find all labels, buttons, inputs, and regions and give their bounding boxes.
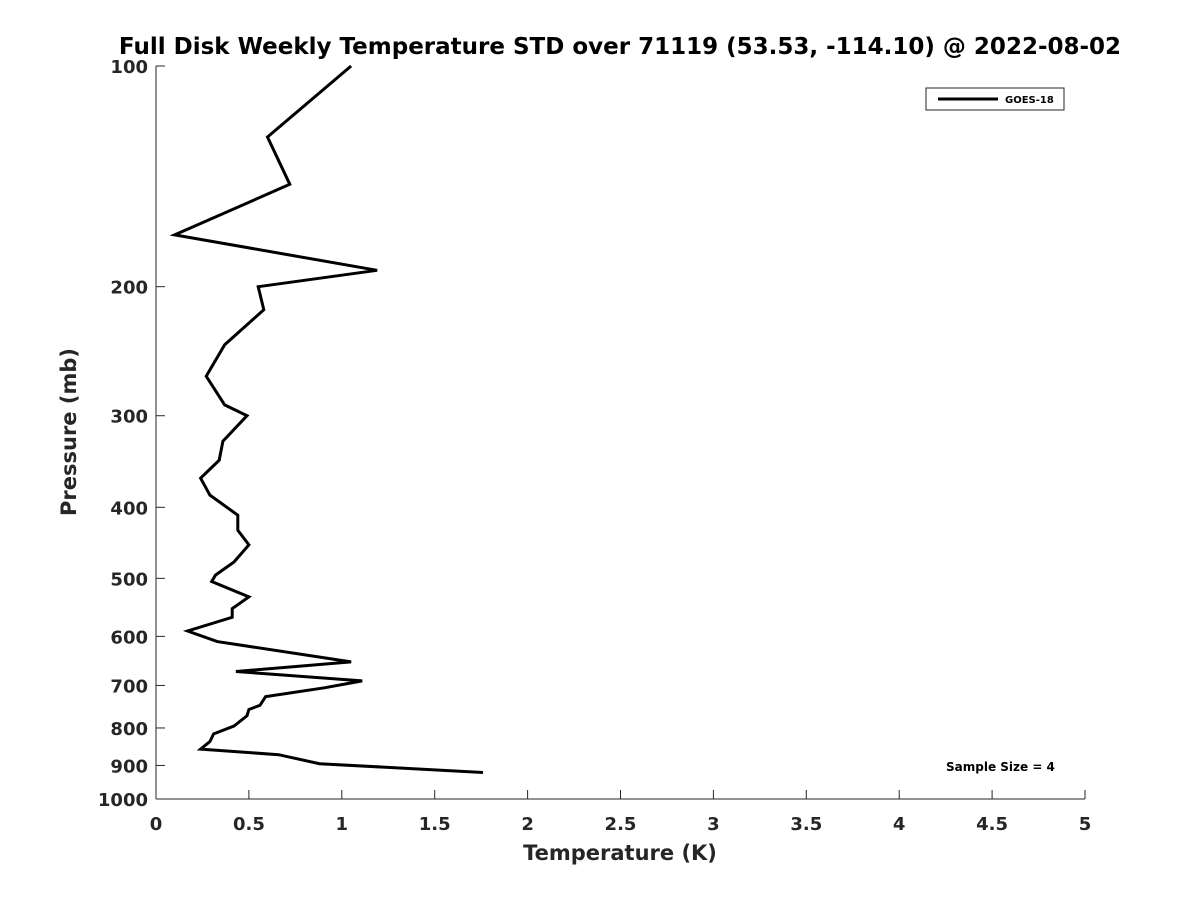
chart-title: Full Disk Weekly Temperature STD over 71…	[119, 34, 1121, 60]
x-tick-label: 0.5	[233, 814, 265, 835]
y-tick-label: 600	[110, 627, 148, 648]
plot-area	[155, 66, 1085, 800]
x-tick-label: 2.5	[605, 814, 637, 835]
y-tick-label: 500	[110, 569, 148, 590]
sample-size-annotation: Sample Size = 4	[946, 760, 1055, 774]
series-group	[169, 64, 484, 774]
x-axis-label: Temperature (K)	[523, 841, 717, 865]
x-tick-label: 3.5	[790, 814, 822, 835]
y-tick-label: 900	[110, 756, 148, 777]
x-tick-label: 1	[336, 814, 349, 835]
y-tick-label: 1000	[98, 790, 148, 811]
x-tick-label: 1.5	[419, 814, 451, 835]
y-tick-label: 400	[110, 498, 148, 519]
y-tick-label: 700	[110, 676, 148, 697]
legend: GOES-18	[925, 87, 1065, 111]
x-tick-label: 0	[150, 814, 163, 835]
y-tick-label: 200	[110, 278, 148, 299]
x-tick-label: 3	[707, 814, 720, 835]
x-tick-label: 4	[893, 814, 906, 835]
x-tick-label: 4.5	[976, 814, 1008, 835]
x-tick-label: 2	[521, 814, 534, 835]
y-axis-ticks: 100 200 300 400 500 600 700 800 900 1000	[98, 57, 165, 811]
y-tick-label: 300	[110, 407, 148, 428]
series-line-goes-18	[169, 64, 484, 774]
x-tick-label: 5	[1079, 814, 1092, 835]
x-axis-ticks: 0 0.5 1 1.5 2 2.5 3 3.5 4 4.5 5	[150, 790, 1092, 835]
y-tick-label: 100	[110, 57, 148, 78]
y-tick-label: 800	[110, 719, 148, 740]
legend-label-goes-18: GOES-18	[1005, 95, 1054, 106]
y-axis-label: Pressure (mb)	[57, 348, 81, 516]
